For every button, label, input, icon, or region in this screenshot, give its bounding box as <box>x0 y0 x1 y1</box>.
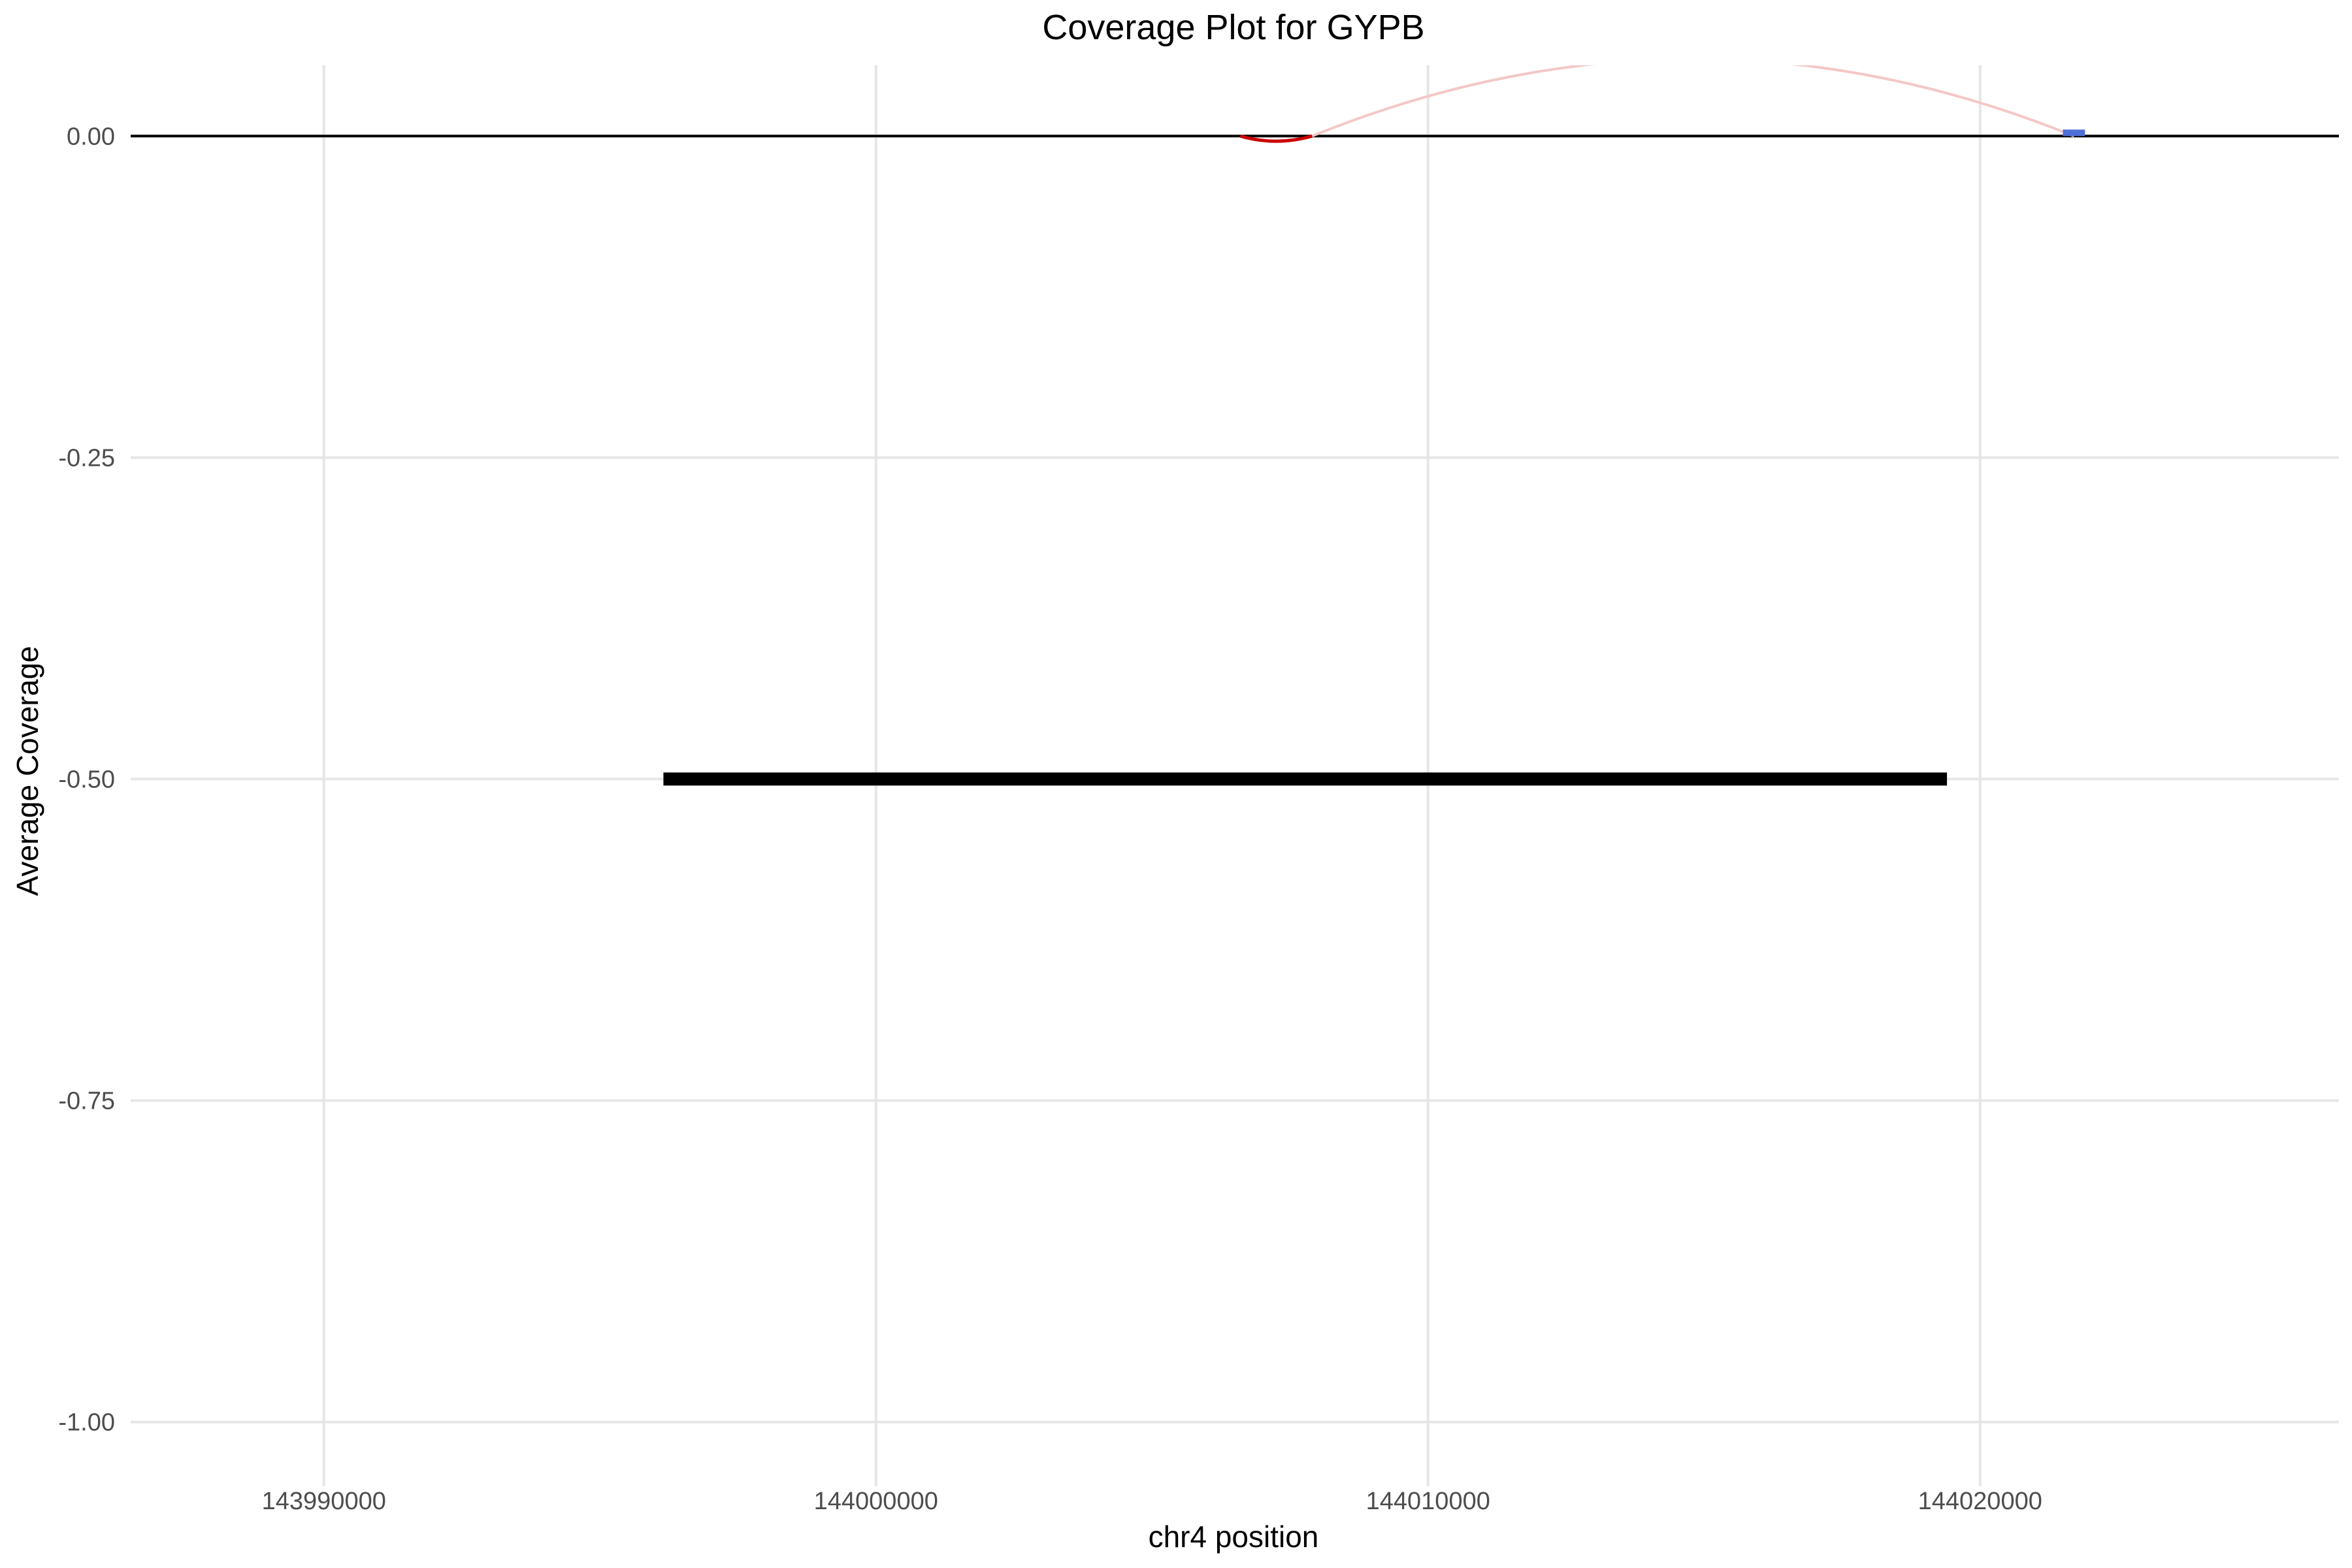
x-axis-label: chr4 position <box>1149 1520 1319 1554</box>
y-tick-label: -0.25 <box>58 444 115 472</box>
y-tick-label: 0.00 <box>67 123 115 150</box>
coverage-mark <box>2063 129 2085 137</box>
junction-arc <box>1311 65 2075 138</box>
x-tick-label: 144020000 <box>1918 1488 2042 1515</box>
y-axis-ticks: 0.00 -0.25 -0.50 -0.75 -1.00 <box>58 123 115 1436</box>
x-tick-label: 144010000 <box>1366 1488 1490 1515</box>
chart-title: Coverage Plot for GYPB <box>1042 8 1424 47</box>
y-axis-label: Average Coverage <box>10 646 44 896</box>
x-tick-label: 143990000 <box>262 1488 386 1515</box>
coverage-arc <box>1239 134 1313 143</box>
y-tick-label: -0.50 <box>58 766 115 793</box>
x-tick-label: 144000000 <box>814 1488 938 1515</box>
x-axis-ticks: 143990000 144000000 144010000 144020000 <box>262 1488 2042 1515</box>
y-tick-label: -1.00 <box>58 1409 115 1437</box>
plot-area <box>131 65 2339 786</box>
y-tick-label: -0.75 <box>58 1088 115 1115</box>
